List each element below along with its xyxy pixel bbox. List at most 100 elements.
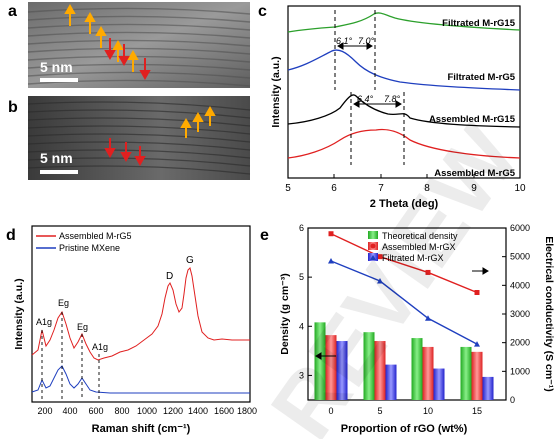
bar-1-3 — [471, 351, 483, 400]
conductivity-point-1-1 — [377, 278, 383, 284]
curves-d — [31, 267, 250, 394]
panel-letter-b: b — [8, 99, 18, 116]
curve-assembled-rg5-raman — [31, 267, 250, 361]
tick-c-3: 8 — [424, 183, 430, 194]
xlabel-d: Raman shift (cm⁻¹) — [92, 423, 191, 435]
legend-d-pristine: Pristine MXene — [59, 243, 120, 253]
lines-e — [328, 231, 480, 347]
panel-letter-c: c — [258, 3, 267, 20]
angle-label-1: 6.1° — [336, 36, 353, 46]
tick-e-y2-6: 6000 — [510, 223, 530, 233]
bar-0-1 — [363, 332, 375, 400]
tick-e-y2-0: 0 — [510, 395, 515, 405]
conductivity-point-0-0 — [328, 231, 334, 237]
y-axis-e: 3 4 5 6 — [299, 223, 312, 380]
bar-1-2 — [422, 346, 434, 400]
tick-e-x-0: 0 — [328, 406, 333, 416]
legend-d-assembled: Assembled M-rG5 — [59, 231, 132, 241]
tick-e-x-3: 15 — [472, 406, 482, 416]
tick-e-y-1: 4 — [299, 321, 304, 331]
scale-bar-b — [40, 170, 78, 174]
y2-axis-e: 0 1000 2000 3000 4000 5000 6000 — [502, 223, 530, 405]
panel-letter-a: a — [8, 3, 17, 20]
panel-letter-d: d — [6, 227, 16, 244]
legend-e: Theoretical density Assembled M-rGX Filt… — [368, 231, 458, 263]
tick-e-y2-2: 2000 — [510, 338, 530, 348]
conductivity-point-1-2 — [425, 315, 431, 321]
curve-filtrated-rg5 — [287, 49, 521, 91]
tick-d-3: 800 — [114, 406, 129, 416]
bar-0-3 — [460, 346, 472, 400]
xlabel-c: 2 Theta (deg) — [370, 198, 439, 210]
legend-d: Assembled M-rG5 Pristine MXene — [36, 231, 132, 253]
tick-d-1: 400 — [62, 406, 77, 416]
tick-d-4: 1000 — [137, 406, 157, 416]
tick-e-x-2: 10 — [423, 406, 433, 416]
ylabel-e: Density (g cm⁻³) — [279, 273, 291, 354]
scale-label-a: 5 nm — [40, 59, 73, 75]
legend-e-theoretical: Theoretical density — [382, 231, 458, 241]
bar-2-1 — [385, 364, 397, 400]
peak-eg-2: Eg — [77, 322, 88, 332]
tick-e-y-3: 6 — [299, 223, 304, 233]
series-label-assembled-rg15: Assembled M-rG15 — [429, 114, 516, 125]
curve-assembled-rg5 — [287, 128, 521, 159]
conductivity-line-0 — [330, 233, 478, 294]
tick-e-y-2: 5 — [299, 272, 304, 282]
tick-d-7: 1600 — [214, 406, 234, 416]
scale-label-b: 5 nm — [40, 150, 73, 166]
peak-labels-d: A1g Eg Eg A1g D G — [36, 255, 194, 352]
bar-1-0 — [325, 335, 337, 400]
tick-c-2: 7 — [378, 183, 384, 194]
curve-assembled-rg15 — [287, 94, 521, 128]
plot-frame-c — [287, 5, 521, 179]
y2label-e: Electrical conductivity (S cm⁻¹) — [543, 236, 555, 392]
angle-label-4: 7.8° — [384, 94, 401, 104]
x-axis-d: 200 400 600 800 1000 1200 1400 1600 1800 — [37, 406, 257, 416]
guide-lines-d — [41, 312, 100, 400]
x-axis-c: 5 6 7 8 9 10 — [285, 174, 526, 194]
tick-c-4: 9 — [471, 183, 477, 194]
tick-e-y2-4: 4000 — [510, 280, 530, 290]
tick-d-2: 600 — [88, 406, 103, 416]
peak-g: G — [186, 255, 194, 266]
x-axis-e: 0 5 10 15 — [328, 406, 482, 416]
arrows-a — [64, 3, 151, 81]
peak-a1g-1: A1g — [36, 317, 52, 327]
tick-e-y-0: 3 — [299, 370, 304, 380]
tem-fringes-a — [27, 7, 251, 87]
series-label-filtrated-rg15: Filtrated M-rG15 — [442, 18, 516, 29]
ylabel-c: Intensity (a.u.) — [270, 56, 282, 127]
angle-label-2: 7.0° — [358, 36, 375, 46]
arrows-b — [104, 105, 216, 167]
guide-lines-c — [334, 10, 405, 165]
curve-filtrated-rg15 — [287, 12, 521, 33]
ylabel-d: Intensity (a.u.) — [13, 278, 25, 349]
series-label-assembled-rg5: Assembled M-rG5 — [434, 168, 515, 179]
tem-image-b — [28, 96, 250, 180]
conductivity-point-1-3 — [474, 341, 480, 347]
tick-e-y2-3: 3000 — [510, 309, 530, 319]
tick-e-y2-1: 1000 — [510, 366, 530, 376]
angle-label-3: 6.4° — [357, 94, 374, 104]
tick-c-5: 10 — [514, 183, 526, 194]
conductivity-point-0-3 — [474, 290, 480, 295]
peak-a1g-2: A1g — [92, 342, 108, 352]
bar-0-2 — [411, 338, 423, 400]
panel-letter-e: e — [260, 227, 269, 244]
bar-2-0 — [336, 341, 348, 400]
bars-e — [314, 322, 494, 400]
tick-d-5: 1200 — [163, 406, 183, 416]
series-label-filtrated-rg5: Filtrated M-rG5 — [447, 72, 515, 83]
tick-e-y2-5: 5000 — [510, 252, 530, 262]
bar-1-1 — [374, 341, 386, 400]
xlabel-e: Proportion of rGO (wt%) — [341, 423, 468, 435]
peak-eg-1: Eg — [58, 298, 69, 308]
shift-arrows-c — [337, 42, 402, 108]
conductivity-point-1-0 — [328, 257, 334, 264]
conductivity-point-0-2 — [425, 269, 431, 275]
scale-bar-a — [40, 78, 78, 82]
curve-pristine-mxene-raman — [31, 365, 250, 394]
tick-c-1: 6 — [331, 183, 337, 194]
bar-2-2 — [433, 368, 445, 400]
